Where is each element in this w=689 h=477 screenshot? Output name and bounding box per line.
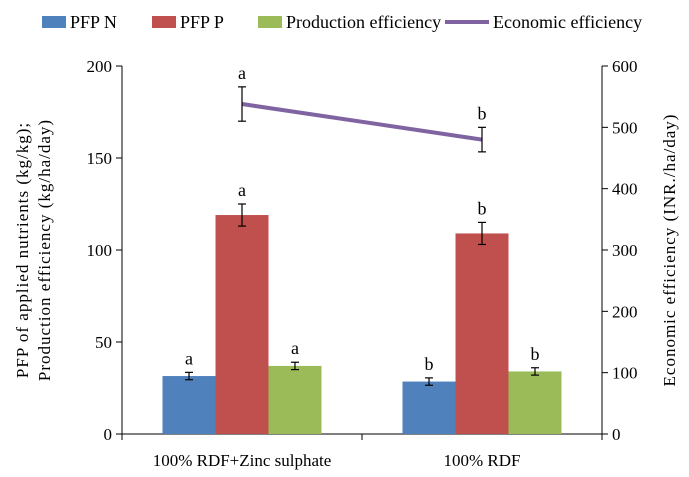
y-left-title-line1: PFP of applied nutrients (kg/kg); (13, 122, 32, 378)
right-tick-label: 0 (612, 425, 621, 444)
bar-pfp-p (215, 215, 269, 434)
legend-label: PFP P (180, 12, 224, 32)
significance-label: a (185, 348, 193, 368)
bar-production-efficiency (508, 371, 562, 434)
legend-swatch (152, 16, 176, 28)
significance-label: b (478, 103, 487, 123)
left-tick-label: 0 (104, 425, 113, 444)
legend-label: Production efficiency (286, 12, 441, 32)
significance-label: a (238, 63, 246, 83)
right-tick-label: 300 (612, 241, 638, 260)
bar-pfp-n (162, 376, 216, 434)
bar-pfp-n (402, 381, 456, 434)
legend-swatch (258, 16, 282, 28)
left-tick-label: 200 (87, 57, 113, 76)
significance-label: a (238, 180, 246, 200)
axes: 0 50 100 150 200 0 100 200 300 400 500 600 (87, 57, 638, 444)
right-tick-label: 600 (612, 57, 638, 76)
bar-production-efficiency (268, 365, 322, 434)
category-label: 100% RDF+Zinc sulphate (153, 451, 332, 470)
labels: 100% RDF+Zinc sulphate 100% RDF PFP of app… (13, 63, 679, 470)
significance-label: b (531, 344, 540, 364)
significance-label: b (425, 354, 434, 374)
left-tick-label: 50 (95, 333, 112, 352)
line-economic-efficiency (241, 102, 483, 142)
right-tick-label: 100 (612, 364, 638, 383)
legend-label: PFP N (70, 12, 117, 32)
bar-pfp-p (455, 233, 509, 434)
category-label: 100% RDF (444, 451, 521, 470)
significance-label: a (291, 338, 299, 358)
right-tick-label: 400 (612, 180, 638, 199)
left-tick-label: 150 (87, 149, 113, 168)
lines (238, 86, 486, 153)
legend-swatch (42, 16, 66, 28)
right-tick-label: 200 (612, 302, 638, 321)
bars (162, 203, 562, 434)
y-right-title: Economic efficiency (INR./ha/day) (660, 114, 679, 387)
y-left-title-line2: Production efficiency (kg/ha/day) (35, 119, 54, 381)
right-tick-label: 500 (612, 118, 638, 137)
legend: PFP N PFP P Production efficiency Economic … (42, 12, 642, 32)
legend-label: Economic efficiency (493, 12, 642, 32)
significance-label: b (478, 198, 487, 218)
left-tick-label: 100 (87, 241, 113, 260)
